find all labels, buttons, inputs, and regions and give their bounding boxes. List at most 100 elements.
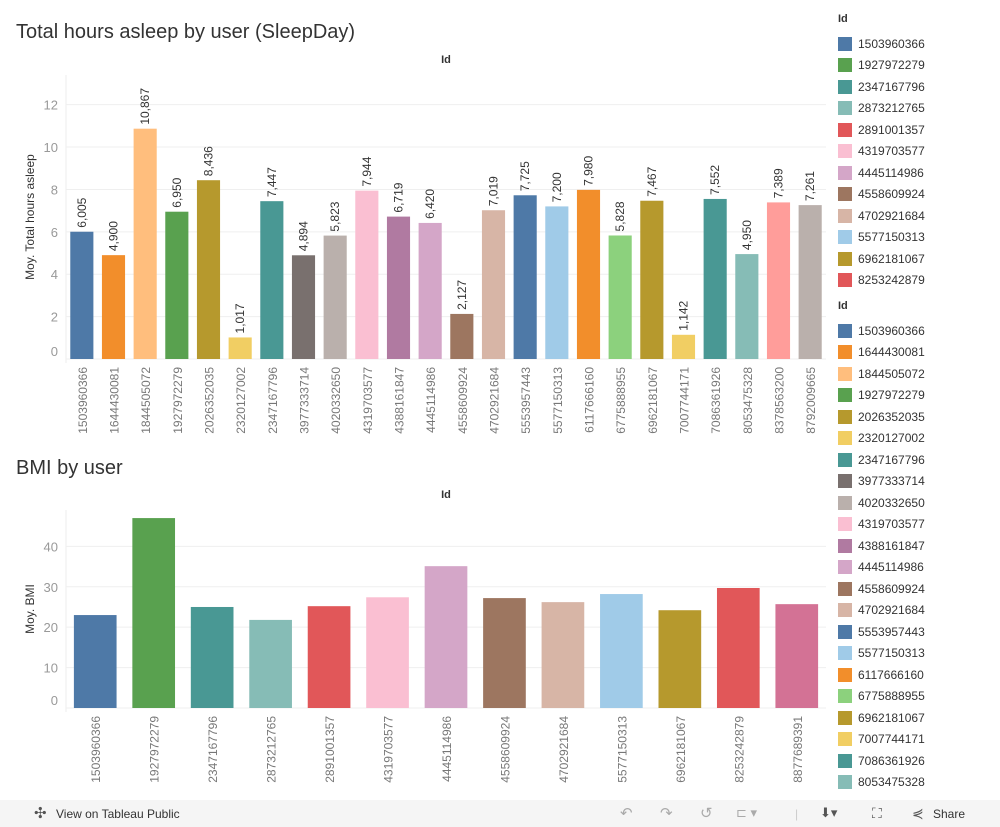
legend-item[interactable]: 1927972279	[838, 55, 925, 77]
bar-4558609924[interactable]	[450, 313, 474, 359]
bar-2347167796[interactable]	[190, 606, 234, 708]
bar-6117666160[interactable]	[576, 189, 601, 359]
legend-item[interactable]: 3977333714	[838, 471, 925, 493]
legend-item[interactable]: 4445114986	[838, 162, 925, 184]
bar-1927972279[interactable]	[132, 518, 176, 708]
legend-item[interactable]: 2873212765	[838, 98, 925, 120]
legend-item[interactable]: 1844505072	[838, 363, 925, 385]
download-icon[interactable]: ⬇︎▾	[820, 805, 838, 820]
legend-item[interactable]: 8053475328	[838, 772, 925, 791]
bar-2873212765[interactable]	[249, 619, 292, 708]
view-on-tableau-link[interactable]: View on Tableau Public	[56, 807, 180, 821]
x-tick-label: 4020332650	[329, 367, 343, 434]
legend-item[interactable]: 1503960366	[838, 320, 925, 342]
fullscreen-icon[interactable]: ⛶	[872, 805, 882, 821]
legend-swatch	[838, 495, 852, 510]
bar-5577150313[interactable]	[545, 206, 569, 359]
toolbar: ✣ View on Tableau Public ↶ ↷ ↺ ⊏ ▾ | ⬇︎▾…	[0, 800, 1000, 827]
bar-1844505072[interactable]	[133, 128, 157, 359]
data-label: 7,389	[772, 168, 786, 198]
legend-swatch	[838, 689, 852, 704]
data-label: 1,017	[233, 303, 247, 333]
legend-item[interactable]: 5553957443	[838, 621, 925, 643]
legend-label: 4702921684	[858, 603, 925, 618]
bar-2026352035[interactable]	[196, 180, 221, 359]
data-label: 8,436	[202, 146, 216, 176]
legend-item[interactable]: 4020332650	[838, 492, 925, 514]
redo-icon[interactable]: ↷	[660, 805, 673, 822]
bar-8253242879[interactable]	[716, 587, 760, 708]
legend-item[interactable]: 7007744171	[838, 729, 925, 751]
legend-item[interactable]: 4388161847	[838, 535, 925, 557]
data-label: 7,447	[265, 167, 279, 197]
legend-item[interactable]: 2891001357	[838, 119, 925, 141]
legend-item[interactable]: 1503960366	[838, 33, 925, 55]
legend-label: 1644430081	[858, 345, 925, 360]
refresh-icon[interactable]: ⊏ ▾	[736, 805, 758, 820]
bar-4702921684[interactable]	[541, 602, 585, 708]
bar-6775888955[interactable]	[608, 235, 632, 359]
bar-5553957443[interactable]	[513, 195, 537, 359]
bar-4445114986[interactable]	[424, 566, 468, 708]
bar-1503960366[interactable]	[70, 231, 94, 359]
bar-2891001357[interactable]	[307, 606, 351, 708]
undo-icon[interactable]: ↶	[620, 805, 633, 822]
legend-item[interactable]: 8877689391	[838, 291, 925, 293]
bar-1927972279[interactable]	[165, 211, 189, 359]
x-tick-label: 4445114986	[440, 716, 454, 782]
bar-1644430081[interactable]	[101, 255, 126, 359]
legend-label: 5577150313	[858, 646, 925, 661]
x-tick-label: 2026352035	[203, 367, 217, 434]
bar-4445114986[interactable]	[418, 222, 442, 359]
bar-4558609924[interactable]	[483, 598, 526, 708]
x-tick-label: 4558609924	[498, 716, 512, 783]
x-tick-label: 5577150313	[551, 367, 565, 434]
bar-7086361926[interactable]	[703, 198, 727, 359]
bar-8877689391[interactable]	[775, 604, 819, 708]
bar-7007744171[interactable]	[671, 334, 696, 359]
legend-item[interactable]: 4319703577	[838, 141, 925, 163]
legend-item[interactable]: 4319703577	[838, 514, 925, 536]
legend-item[interactable]: 2347167796	[838, 76, 925, 98]
legend-item[interactable]: 7086361926	[838, 750, 925, 772]
legend-item[interactable]: 1927972279	[838, 385, 925, 407]
legend-item[interactable]: 4702921684	[838, 205, 925, 227]
share-icon[interactable]: ⋞	[912, 805, 924, 821]
x-tick-label: 2347167796	[206, 716, 220, 783]
legend-item[interactable]: 4445114986	[838, 557, 925, 579]
bar-5577150313[interactable]	[600, 594, 643, 708]
legend-swatch	[838, 732, 852, 747]
data-label: 6,950	[170, 177, 184, 207]
bar-4020332650[interactable]	[323, 235, 347, 359]
legend-item[interactable]: 1644430081	[838, 342, 925, 364]
bar-8053475328[interactable]	[735, 254, 759, 359]
share-button[interactable]: Share	[933, 807, 966, 821]
bar-6962181067[interactable]	[640, 200, 664, 359]
bar-3977333714[interactable]	[291, 255, 316, 359]
legend-item[interactable]: 2320127002	[838, 428, 925, 450]
bar-4319703577[interactable]	[355, 190, 379, 359]
revert-icon[interactable]: ↺	[700, 805, 713, 822]
legend-item[interactable]: 4558609924	[838, 578, 925, 600]
bar-8792009665[interactable]	[798, 205, 822, 359]
legend-item[interactable]: 4702921684	[838, 600, 925, 622]
legend-item[interactable]: 6962181067	[838, 707, 925, 729]
legend-item[interactable]: 2026352035	[838, 406, 925, 428]
bar-8378563200[interactable]	[766, 202, 791, 359]
legend-item[interactable]: 5577150313	[838, 643, 925, 665]
legend-item[interactable]: 5577150313	[838, 227, 925, 249]
bar-4702921684[interactable]	[481, 210, 506, 359]
tableau-logo-icon: ✣	[34, 805, 47, 822]
legend-item[interactable]: 4558609924	[838, 184, 925, 206]
legend-item[interactable]: 8253242879	[838, 270, 925, 292]
legend-item[interactable]: 6775888955	[838, 686, 925, 708]
bar-2347167796[interactable]	[260, 201, 284, 359]
bar-1503960366[interactable]	[73, 615, 117, 708]
bar-6962181067[interactable]	[658, 610, 702, 708]
bar-4388161847[interactable]	[386, 216, 411, 359]
legend-item[interactable]: 6962181067	[838, 248, 925, 270]
legend-item[interactable]: 6117666160	[838, 664, 925, 686]
legend-item[interactable]: 2347167796	[838, 449, 925, 471]
bar-2320127002[interactable]	[228, 337, 252, 359]
bar-4319703577[interactable]	[366, 597, 409, 708]
